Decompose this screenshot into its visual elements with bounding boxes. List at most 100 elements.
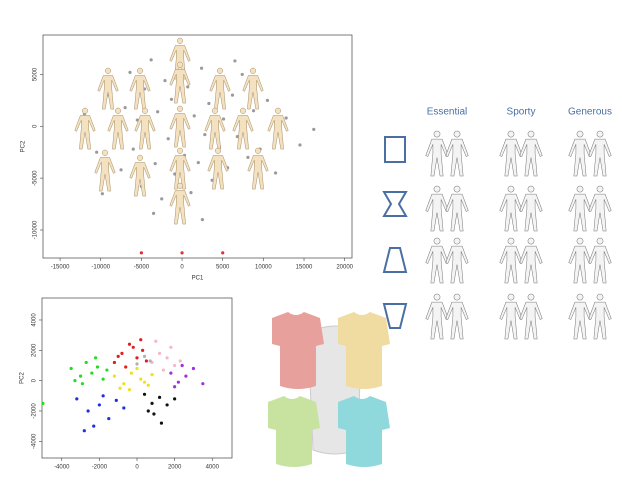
y-tick-label: -2000: [32, 403, 38, 419]
point: [186, 85, 190, 89]
point: [135, 362, 139, 366]
point: [90, 371, 94, 375]
figure-body: [519, 138, 543, 177]
point: [173, 385, 177, 389]
point: [233, 59, 237, 63]
point: [139, 377, 143, 381]
point: [112, 360, 117, 365]
figure-head: [176, 182, 184, 189]
body-figure: [588, 130, 612, 177]
figure-head: [239, 107, 247, 114]
point: [173, 397, 177, 401]
body-figure: [519, 293, 543, 340]
figure-head: [274, 107, 282, 114]
point: [157, 395, 162, 399]
body-figure: [207, 147, 229, 190]
figure-head: [81, 107, 89, 114]
x-tick-label: 4000: [206, 465, 220, 471]
figure-head: [433, 185, 441, 193]
body-figure: [445, 185, 469, 232]
figure-body: [445, 301, 469, 340]
point: [235, 135, 239, 139]
body-figure: [519, 237, 543, 284]
figure-body: [445, 193, 469, 232]
body-figure: [499, 293, 523, 340]
figure-head: [104, 67, 112, 74]
body-figure: [107, 107, 129, 150]
body-figure: [169, 147, 191, 190]
body-figure: [588, 185, 612, 232]
point: [160, 197, 164, 201]
figure-head: [176, 147, 184, 154]
body-figure: [169, 105, 191, 148]
point: [127, 342, 132, 346]
body-figure: [129, 154, 151, 197]
figure-body: [129, 75, 151, 110]
point: [92, 424, 96, 428]
figure-head: [176, 105, 184, 112]
body-figure: [209, 67, 231, 110]
point: [169, 97, 174, 101]
body-figure: [519, 185, 543, 232]
point: [123, 106, 127, 110]
point: [41, 401, 45, 406]
point: [100, 192, 104, 196]
y-tick-label: 4000: [32, 313, 38, 327]
figure-head: [576, 237, 584, 245]
figure-head: [214, 147, 222, 154]
figure-head: [576, 293, 584, 301]
point: [135, 356, 139, 360]
x-axis-label: PC1: [192, 276, 204, 282]
figure-head: [576, 130, 584, 138]
body-figure: [568, 185, 592, 232]
figure-body: [209, 75, 231, 110]
figure-body: [519, 301, 543, 340]
point: [119, 168, 123, 172]
shirt-green: [268, 396, 320, 467]
point: [196, 160, 200, 165]
figure-body: [169, 155, 191, 190]
figure-body: [107, 115, 129, 150]
body-figure: [588, 237, 612, 284]
figure-head: [507, 185, 515, 193]
figure-body: [499, 193, 523, 232]
point: [101, 377, 105, 381]
icon-triangle: [382, 247, 408, 273]
icon-hourglass: [382, 191, 408, 217]
x-tick-label: -10000: [91, 265, 110, 271]
x-tick-label: -2000: [92, 465, 108, 471]
point: [165, 356, 169, 360]
point: [150, 401, 154, 406]
figure-body: [74, 115, 96, 150]
point: [221, 251, 225, 255]
point: [200, 218, 204, 222]
figure-head: [507, 130, 515, 138]
point: [97, 403, 101, 407]
point: [156, 110, 160, 114]
point: [149, 58, 153, 62]
y-tick-label: -10000: [33, 220, 39, 239]
point: [163, 79, 167, 83]
point: [127, 388, 132, 392]
plot-frame: [41, 297, 233, 459]
point: [118, 386, 122, 390]
figure-head: [596, 185, 604, 193]
body-figure: [97, 67, 119, 110]
figure-body: [519, 245, 543, 284]
body-figure: [588, 293, 612, 340]
body-figure: [499, 185, 523, 232]
point: [141, 348, 145, 352]
point: [161, 368, 165, 372]
body-figure: [204, 107, 226, 150]
body-figure: [425, 237, 449, 284]
point: [86, 409, 90, 413]
point: [131, 147, 135, 151]
body-figure: [445, 130, 469, 177]
shirt-cyan: [338, 396, 390, 467]
figure-body: [445, 245, 469, 284]
y-tick-label: 0: [33, 124, 39, 128]
figure-head: [527, 237, 535, 245]
figure-head: [527, 293, 535, 301]
body-figure: [425, 293, 449, 340]
figure-body: [247, 155, 269, 190]
